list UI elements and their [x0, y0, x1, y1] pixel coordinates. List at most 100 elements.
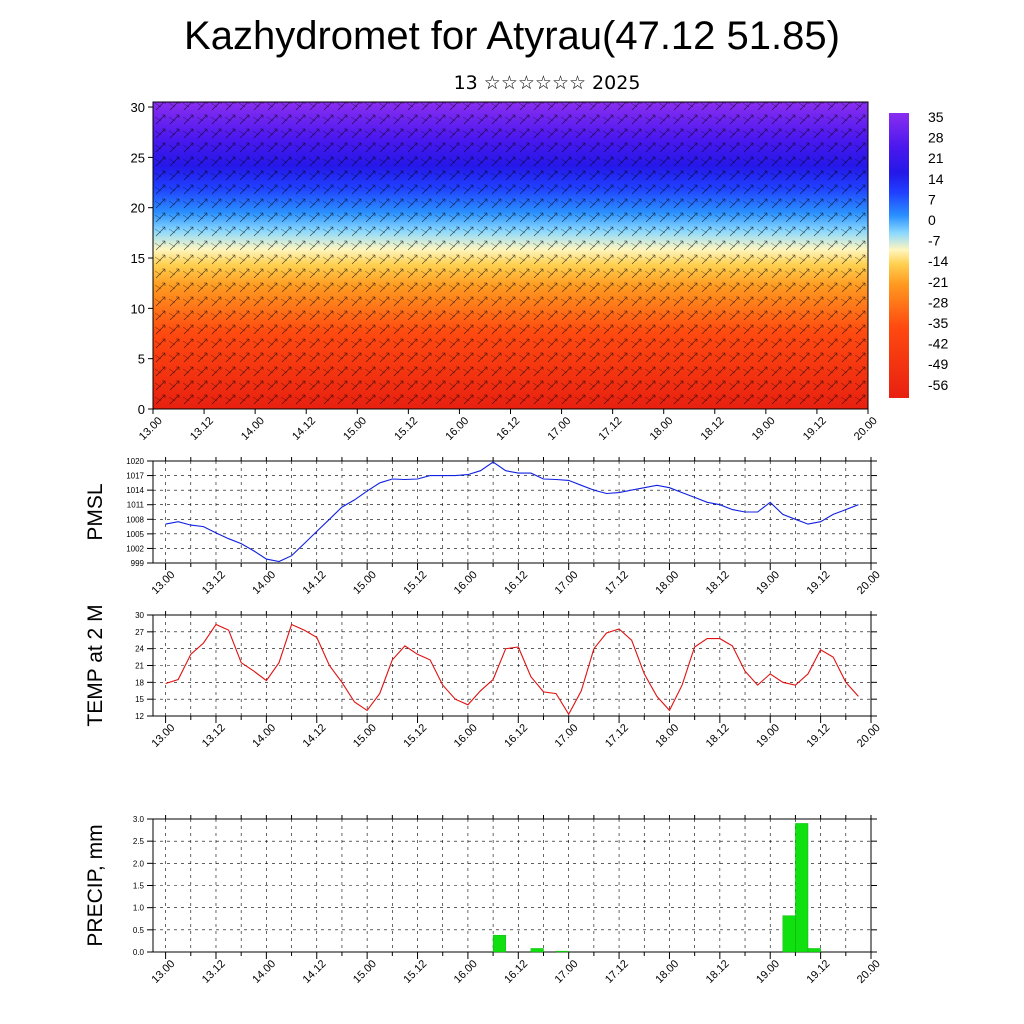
- colorbar-label: -7: [928, 233, 941, 249]
- x-tick-label: 13.00: [149, 958, 177, 986]
- y-tick-label: 1011: [127, 501, 145, 510]
- y-tick-label: 1005: [126, 530, 144, 539]
- colorbar-label: -56: [928, 377, 948, 393]
- heatmap-x-tick-label: 19.12: [801, 415, 829, 443]
- heatmap-x-tick-label: 13.00: [137, 415, 165, 443]
- x-tick-label: 14.12: [301, 958, 329, 986]
- colorbar-label: -49: [928, 356, 948, 372]
- heatmap-x-tick-label: 16.12: [494, 415, 522, 443]
- y-tick-label: 1008: [126, 515, 144, 524]
- data-bar: [555, 950, 569, 953]
- x-tick-label: 16.00: [452, 569, 480, 597]
- y-axis-label: PMSL: [84, 483, 107, 540]
- heatmap-x-tick-label: 15.12: [392, 415, 420, 443]
- x-tick-label: 18.12: [704, 569, 732, 597]
- y-tick-label: 18: [135, 678, 144, 687]
- x-tick-label: 14.00: [250, 569, 278, 597]
- colorbar: 35 28 21 14 7 0 -7 -14 -21 -28 -35 -42 -49 -56: [889, 109, 948, 398]
- x-tick-label: 15.00: [351, 958, 379, 986]
- heatmap-x-tick-label: 17.00: [545, 415, 573, 443]
- y-tick-label: 24: [135, 645, 144, 654]
- y-tick-label: 27: [135, 628, 144, 637]
- y-axis-label: TEMP at 2 M: [84, 604, 107, 726]
- x-tick-label: 13.00: [149, 722, 177, 750]
- chart-title: Kazhydromet for Atyrau(47.12 51.85): [184, 14, 840, 58]
- y-tick-label: 2.5: [133, 837, 145, 846]
- y-tick-label: 3.0: [133, 815, 145, 824]
- heatmap-x-tick-label: 16.00: [443, 415, 471, 443]
- y-tick-label: 1.5: [133, 882, 145, 891]
- y-tick-label: 21: [135, 662, 144, 671]
- y-tick-label: 1002: [126, 544, 144, 553]
- data-bar: [530, 948, 544, 953]
- chart-subtitle: 13 ☆☆☆☆☆☆ 2025: [453, 72, 641, 94]
- data-bar: [782, 915, 796, 953]
- heatmap-x-tick-label: 15.00: [341, 415, 369, 443]
- x-tick-label: 15.12: [401, 722, 429, 750]
- heatmap-y-tick-label: 30: [131, 100, 145, 115]
- data-line: [165, 623, 859, 716]
- x-tick-label: 17.00: [553, 722, 581, 750]
- cross-section-panel: 0 5 10 15 20 25 30 13.00 13.12 14.00 14.12 15.00 15…: [131, 100, 880, 443]
- colorbar-label: -35: [928, 315, 948, 331]
- x-tick-label: 20.00: [855, 958, 883, 986]
- x-tick-label: 16.12: [502, 722, 530, 750]
- heatmap-y-tick-label: 0: [138, 402, 145, 417]
- x-tick-label: 19.00: [754, 569, 782, 597]
- x-tick-label: 18.00: [653, 722, 681, 750]
- x-tick-label: 15.00: [351, 569, 379, 597]
- colorbar-label: -42: [928, 336, 948, 352]
- y-axis-label: PRECIP, mm: [84, 824, 107, 946]
- x-tick-label: 16.00: [452, 722, 480, 750]
- x-tick-label: 19.00: [754, 722, 782, 750]
- y-tick-label: 0.5: [133, 926, 145, 935]
- heatmap-x-tick-label: 18.12: [699, 415, 727, 443]
- heatmap-y-tick-label: 20: [131, 201, 145, 216]
- x-tick-label: 16.12: [502, 569, 530, 597]
- x-tick-label: 15.00: [351, 722, 379, 750]
- y-tick-label: 1014: [126, 486, 144, 495]
- colorbar-label: 28: [928, 130, 944, 146]
- data-bar: [807, 948, 821, 953]
- x-tick-label: 17.12: [603, 569, 631, 597]
- y-tick-label: 1017: [126, 472, 144, 481]
- colorbar-label: -28: [928, 294, 948, 310]
- x-tick-label: 17.12: [603, 958, 631, 986]
- x-tick-label: 14.00: [250, 722, 278, 750]
- colorbar-label: 7: [928, 191, 936, 207]
- y-tick-label: 0.0: [133, 948, 145, 957]
- temp-panel: 12 15 18 21 24 27 30 13.00 13.12 14.00 14.12 15.00 1…: [84, 604, 883, 749]
- colorbar-label: 0: [928, 212, 936, 228]
- heatmap-x-tick-label: 20.00: [852, 415, 880, 443]
- x-tick-label: 13.12: [200, 958, 228, 986]
- heatmap-x-tick-label: 17.12: [597, 415, 625, 443]
- x-tick-label: 20.00: [855, 569, 883, 597]
- x-tick-label: 20.00: [855, 722, 883, 750]
- x-tick-label: 17.00: [553, 958, 581, 986]
- heatmap-y-tick-label: 5: [138, 352, 145, 367]
- heatmap-y-tick-label: 15: [131, 251, 145, 266]
- x-tick-label: 18.00: [653, 569, 681, 597]
- heatmap-y-tick-label: 25: [131, 150, 145, 165]
- heatmap-y-tick-label: 10: [131, 301, 145, 316]
- x-tick-label: 13.12: [200, 722, 228, 750]
- colorbar-label: 14: [928, 171, 944, 187]
- x-tick-label: 19.00: [754, 958, 782, 986]
- precip-panel: 0.0 0.5 1.0 1.5 2.0 2.5 3.0 13.00 13.12 14.00 14.1…: [84, 815, 883, 986]
- x-tick-label: 17.12: [603, 722, 631, 750]
- x-tick-label: 14.12: [301, 569, 329, 597]
- x-tick-label: 13.12: [200, 569, 228, 597]
- colorbar-label: 21: [928, 150, 944, 166]
- data-bar: [795, 823, 809, 953]
- colorbar-label: -21: [928, 274, 948, 290]
- x-tick-label: 14.00: [250, 958, 278, 986]
- colorbar-label: -14: [928, 253, 948, 269]
- y-tick-label: 1020: [126, 457, 144, 466]
- colorbar-gradient: [889, 113, 909, 398]
- x-tick-label: 16.12: [502, 958, 530, 986]
- x-tick-label: 16.00: [452, 958, 480, 986]
- y-tick-label: 12: [135, 712, 144, 721]
- y-tick-label: 30: [135, 611, 144, 620]
- x-tick-label: 14.12: [301, 722, 329, 750]
